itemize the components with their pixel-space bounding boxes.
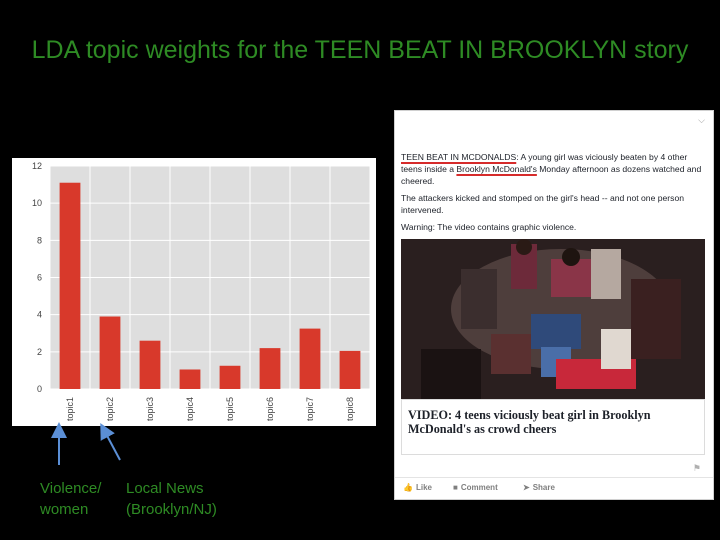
like-button[interactable]: 👍 Like <box>403 483 432 492</box>
video-thumbnail[interactable] <box>401 239 705 399</box>
link-headline[interactable]: VIDEO: 4 teens viciously beat girl in Br… <box>408 408 651 436</box>
link-preview[interactable]: VIDEO: 4 teens viciously beat girl in Br… <box>401 399 705 455</box>
bar-chart-svg: 0 2 4 6 8 10 12 topic1 topic2 topic3 topic4 topic5… <box>32 161 371 421</box>
ytick-label-8: 8 <box>37 235 42 245</box>
annotation-line: (Brooklyn/NJ) <box>126 501 217 518</box>
annotation-line: women <box>40 501 89 518</box>
thumbs-up-icon: 👍 <box>403 483 413 492</box>
ytick-label-10: 10 <box>32 198 42 208</box>
slide-title: LDA topic weights for the TEEN BEAT IN B… <box>31 36 689 64</box>
comment-label: Comment <box>460 483 498 492</box>
annotation-line: Local News <box>126 480 204 497</box>
flag-icon[interactable]: ⚑ <box>692 463 701 473</box>
post-paragraph-3: Warning: The video contains graphic viol… <box>401 222 577 232</box>
post-text-segment: Monday afternoon as dozens watched and c… <box>401 164 702 186</box>
annotation-line: Violence/ <box>40 480 102 497</box>
comment-button[interactable]: ■ Comment <box>453 483 498 492</box>
post-text-segment: : A young girl was viciously beaten by 4… <box>401 152 688 174</box>
ytick-label-2: 2 <box>37 347 42 357</box>
xtick-label-topic3: topic3 <box>145 397 155 421</box>
xtick-label-topic8: topic8 <box>345 397 355 421</box>
xtick-label-topic2: topic2 <box>105 397 115 421</box>
post-text: TEEN BEAT IN MCDONALDS: A young girl was… <box>401 151 707 238</box>
bar-topic7 <box>299 328 321 389</box>
like-label: Like <box>415 483 432 492</box>
post-paragraph-2: The attackers kicked and stomped on the … <box>401 193 685 215</box>
post-paragraph-1: TEEN BEAT IN MCDONALDS: A young girl was… <box>401 151 707 187</box>
ytick-label-12: 12 <box>32 161 42 171</box>
share-label: Share <box>532 483 555 492</box>
annotation-violence-women: Violence/ women <box>40 478 101 520</box>
bar-topic2 <box>99 316 121 389</box>
share-icon: ➤ <box>523 483 530 492</box>
xtick-label-topic7: topic7 <box>305 397 315 421</box>
share-button[interactable]: ➤ Share <box>523 483 555 492</box>
bar-topic4 <box>179 369 201 389</box>
xtick-label-topic4: topic4 <box>185 397 195 421</box>
bar-topic3 <box>139 340 161 389</box>
ytick-label-0: 0 <box>37 384 42 394</box>
ytick-label-4: 4 <box>37 310 42 320</box>
bar-topic8 <box>339 350 361 389</box>
annotation-local-news: Local News (Brooklyn/NJ) <box>126 478 217 520</box>
comment-icon: ■ <box>453 483 458 492</box>
xtick-label-topic1: topic1 <box>65 397 75 421</box>
ytick-label-6: 6 <box>37 273 42 283</box>
bar-topic5 <box>219 365 241 389</box>
bar-chart: 0 2 4 6 8 10 12 topic1 topic2 topic3 topic4 topic5… <box>12 158 376 426</box>
highlight-teen-beat[interactable]: TEEN BEAT IN MCDONALDS <box>401 152 517 162</box>
highlight-brooklyn[interactable]: Brooklyn McDonald's <box>456 164 537 174</box>
xtick-label-topic6: topic6 <box>265 397 275 421</box>
bar-topic1 <box>59 182 81 389</box>
video-scene <box>401 239 705 399</box>
divider <box>395 477 713 478</box>
bar-topic6 <box>259 348 281 389</box>
facebook-post: ⌵ TEEN BEAT IN MCDONALDS: A young girl w… <box>394 110 714 500</box>
xtick-label-topic5: topic5 <box>225 397 235 421</box>
arrow-topic2 <box>100 422 121 461</box>
chevron-down-icon[interactable]: ⌵ <box>698 115 705 125</box>
